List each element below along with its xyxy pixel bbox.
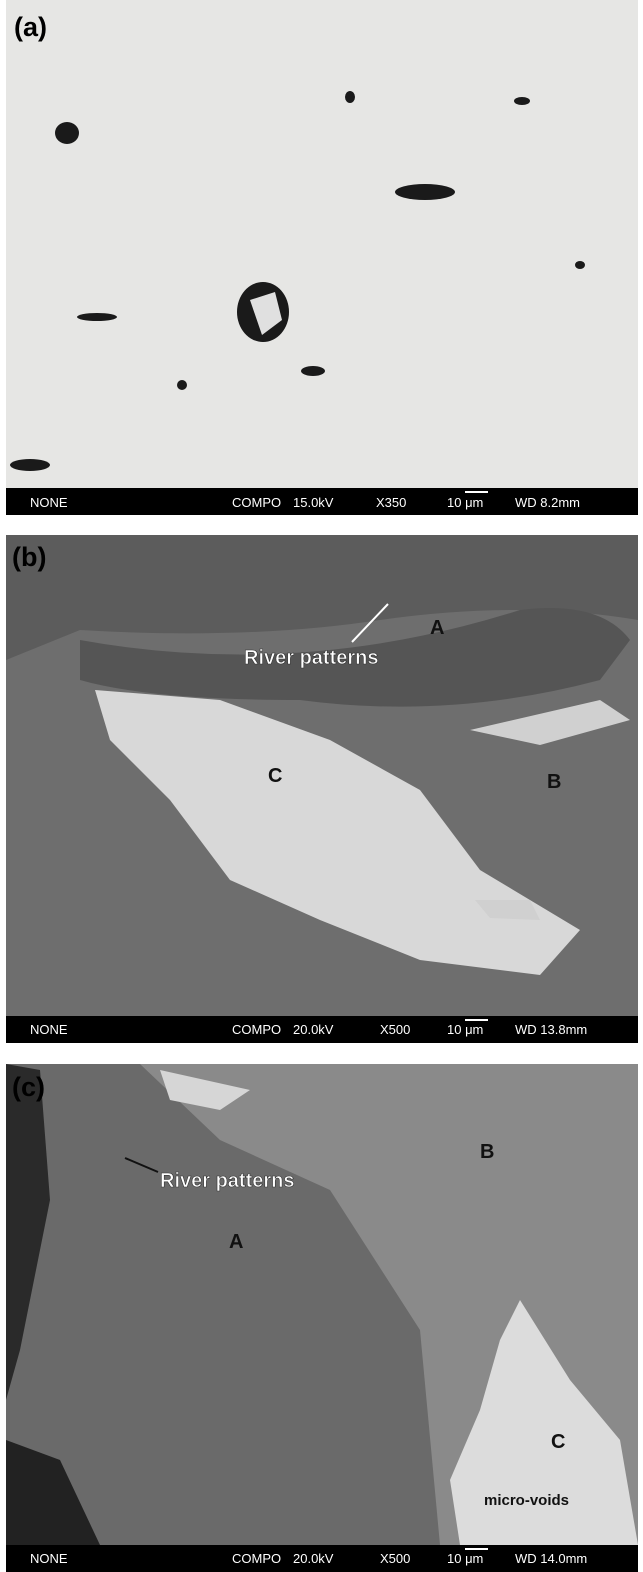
annotation: micro-voids bbox=[484, 1492, 569, 1509]
mode: COMPO bbox=[232, 495, 281, 510]
mode: COMPO bbox=[232, 1022, 281, 1037]
annotation: River patterns bbox=[244, 647, 379, 669]
panel-label: (a) bbox=[14, 12, 47, 42]
info-bar bbox=[6, 1016, 638, 1043]
working-distance: WD 13.8mm bbox=[515, 1022, 587, 1037]
magnification: X350 bbox=[376, 495, 406, 510]
mode: COMPO bbox=[232, 1551, 281, 1566]
micrograph bbox=[6, 0, 638, 488]
panel-label: (b) bbox=[12, 542, 46, 572]
voltage: 15.0kV bbox=[293, 495, 334, 510]
voltage: 20.0kV bbox=[293, 1551, 334, 1566]
magnification: X500 bbox=[380, 1022, 410, 1037]
annotation: C bbox=[268, 765, 282, 787]
panel-label: (c) bbox=[12, 1072, 45, 1102]
scale: 10 μm bbox=[447, 1551, 483, 1566]
magnification: X500 bbox=[380, 1551, 410, 1566]
panel-a: (a) NONE COMPO 15.0kV X350 10 μm WD 8.2m… bbox=[6, 0, 638, 515]
voltage: 20.0kV bbox=[293, 1022, 334, 1037]
working-distance: WD 8.2mm bbox=[515, 495, 580, 510]
panel-c: (c) River patterns B A C micro-voids NON… bbox=[6, 1064, 638, 1572]
annotation: B bbox=[547, 771, 561, 793]
arrow bbox=[351, 603, 389, 643]
annotation: C bbox=[551, 1431, 565, 1453]
panel-b: (b) River patterns A C B NONE COMPO 20.0… bbox=[6, 535, 638, 1043]
arrow bbox=[124, 1157, 159, 1173]
scale: 10 μm bbox=[447, 1022, 483, 1037]
detector: NONE bbox=[30, 495, 68, 510]
working-distance: WD 14.0mm bbox=[515, 1551, 587, 1566]
annotation: River patterns bbox=[160, 1170, 295, 1192]
annotation: A bbox=[430, 617, 444, 639]
info-bar bbox=[6, 1545, 638, 1572]
scale: 10 μm bbox=[447, 495, 483, 510]
detector: NONE bbox=[30, 1022, 68, 1037]
annotation: A bbox=[229, 1231, 243, 1253]
info-bar bbox=[6, 488, 638, 515]
annotation: B bbox=[480, 1141, 494, 1163]
detector: NONE bbox=[30, 1551, 68, 1566]
